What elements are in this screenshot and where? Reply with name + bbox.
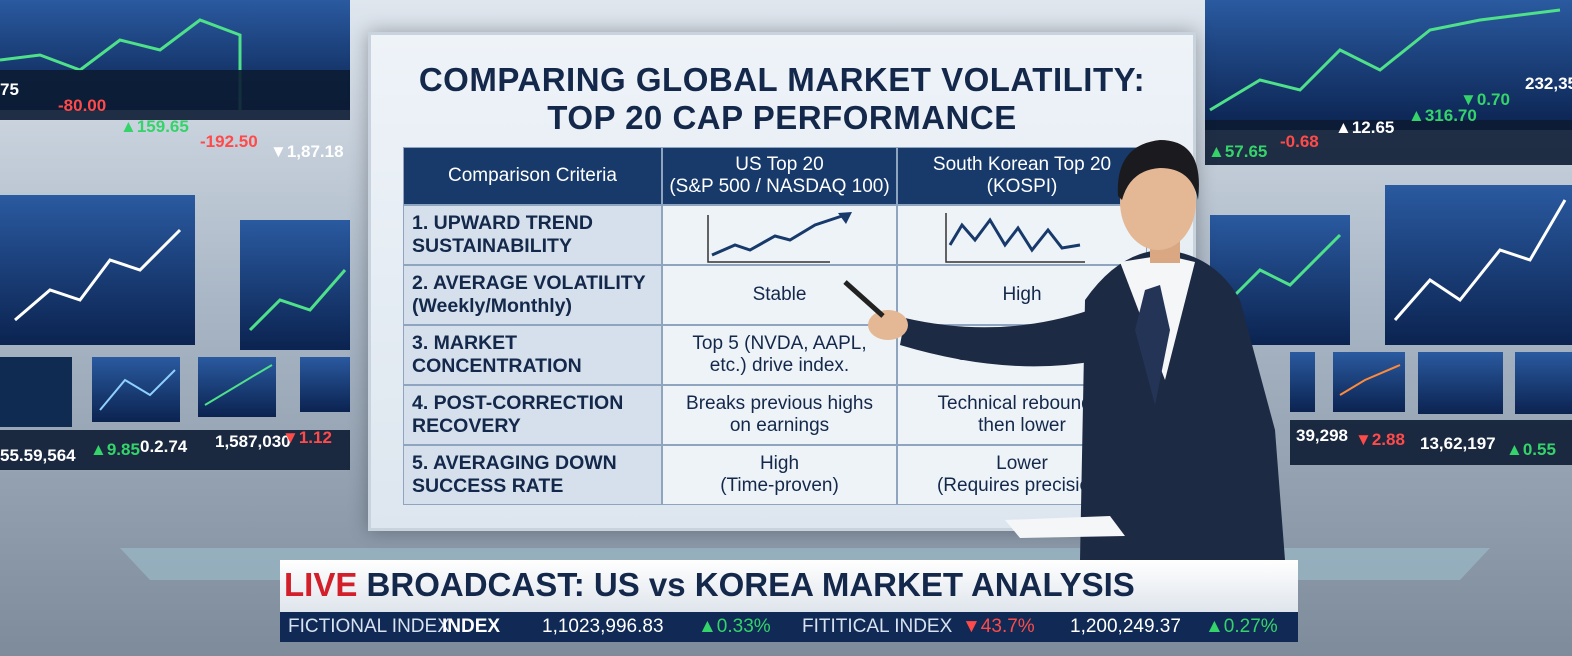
table-cell: High (Time-proven) [662, 445, 897, 505]
table-cell: 1. UPWARD TREND SUSTAINABILITY [403, 205, 662, 265]
cell-text: on earnings [729, 415, 830, 436]
header-text: US Top 20 [735, 154, 824, 175]
monitor-ticker-text: 0.2.74 [140, 437, 188, 456]
monitor-ticker-text: 39,298 [1296, 426, 1348, 445]
monitor-ticker-text: -80.00 [58, 96, 107, 115]
monitor-ticker-text: ▼0.70 [1460, 90, 1510, 109]
board-title: COMPARING GLOBAL MARKET VOLATILITY: [418, 61, 1146, 98]
monitor-ticker-text: 13,62,197 [1420, 434, 1496, 453]
table-cell: Top 5 (NVDA, AAPL, etc.) drive index. [662, 325, 897, 385]
table-cell: 3. MARKET CONCENTRATION [403, 325, 662, 385]
monitor-ticker-text: 232,35 [1525, 74, 1572, 93]
criteria-text: SUCCESS RATE [412, 475, 564, 497]
monitor-ticker-text: ▲12.65 [1335, 118, 1395, 137]
board-title: TOP 20 CAP PERFORMANCE [547, 99, 1017, 136]
monitor-ticker-text: 55.59,564 [0, 446, 76, 465]
cell-text: High [1002, 284, 1042, 305]
monitor-ticker-text: ▲9.85 [90, 440, 140, 459]
monitor-ticker-text: ▲159.65 [120, 117, 189, 136]
criteria-text: (Weekly/Monthly) [412, 295, 572, 317]
headline: BROADCAST: US vs KOREA MARKET ANALYSIS [366, 566, 1135, 603]
table-cell [662, 205, 897, 265]
ticker-bar: FICTIONAL INDEX INDEX 1,1023,996.83 ▲0.33% F… [280, 612, 1298, 642]
monitor-ticker-text: ▲57.65 [1208, 142, 1268, 161]
monitor-ticker-text: ▼1,87.18 [270, 142, 344, 161]
header-cell: South Korean Top 20 (KOSPI) [897, 147, 1147, 205]
criteria-text: 3. MARKET [412, 332, 518, 354]
monitor-ticker-text: -0.68 [1280, 132, 1319, 151]
ticker-item: INDEX [442, 616, 501, 637]
criteria-text: 1. UPWARD TREND [412, 212, 593, 234]
cell-text: then lower [978, 415, 1066, 436]
header-text: (KOSPI) [986, 176, 1058, 197]
ticker-item: FITITICAL INDEX [802, 616, 953, 637]
ticker-item: FICTIONAL INDEX [288, 616, 450, 637]
header-text: Comparison Criteria [448, 165, 617, 186]
monitor-ticker-text: 1,587,030 [215, 432, 291, 451]
cell-text: (Requires precision) [936, 475, 1107, 496]
criteria-text: RECOVERY [412, 415, 521, 437]
ticker-item: 1,1023,996.83 [542, 616, 664, 637]
header-cell: US Top 20 (S&P 500 / NASDAQ 100) [662, 147, 897, 205]
monitor-ticker-text: -192.50 [200, 132, 258, 151]
monitor-ticker-text: ▲316.70 [1408, 106, 1477, 125]
lower-third: LIVE BROADCAST: US vs KOREA MARKET ANALY… [280, 560, 1298, 612]
header-cell: Comparison Criteria [403, 147, 662, 205]
criteria-text: CONCENTRATION [412, 355, 582, 377]
table-cell: 2. AVERAGE VOLATILITY (Weekly/Monthly) [403, 265, 662, 325]
cell-text: Technical rebounds, [937, 393, 1107, 414]
header-text: (S&P 500 / NASDAQ 100) [669, 176, 890, 197]
cell-text: etc.) drive index. [709, 355, 850, 376]
header-text: South Korean Top 20 [932, 154, 1112, 175]
monitor-ticker-text: ▼1.12 [282, 428, 332, 447]
cell-text: Lower [996, 453, 1048, 474]
monitor-ticker-text: ▼2.88 [1355, 430, 1405, 449]
cell-text: (Time-proven) [720, 475, 839, 496]
ticker-item: ▲0.33% [698, 616, 771, 637]
cell-text: Top 5 (NVDA, AAPL, [692, 333, 867, 354]
criteria-text: SUSTAINABILITY [412, 235, 572, 257]
cell-text: High [759, 453, 800, 474]
criteria-text: 4. POST-CORRECTION [412, 392, 624, 414]
monitor-ticker-text: ▲0.55 [1506, 440, 1556, 459]
monitor-ticker-text: 75 [0, 80, 19, 99]
table-cell: 5. AVERAGING DOWN SUCCESS RATE [403, 445, 662, 505]
live-label: LIVE [284, 566, 358, 603]
criteria-text: 5. AVERAGING DOWN [412, 452, 617, 474]
ticker-item: ▼43.7% [962, 616, 1035, 637]
cell-text: Breaks previous highs [686, 393, 873, 414]
ticker-item: 1,200,249.37 [1070, 616, 1181, 637]
ticker-item: ▲0.27% [1205, 616, 1278, 637]
table-cell: Breaks previous highs on earnings [662, 385, 897, 445]
table-cell: 4. POST-CORRECTION RECOVERY [403, 385, 662, 445]
criteria-text: 2. AVERAGE VOLATILITY [412, 272, 646, 294]
cell-text: Stable [752, 284, 807, 305]
